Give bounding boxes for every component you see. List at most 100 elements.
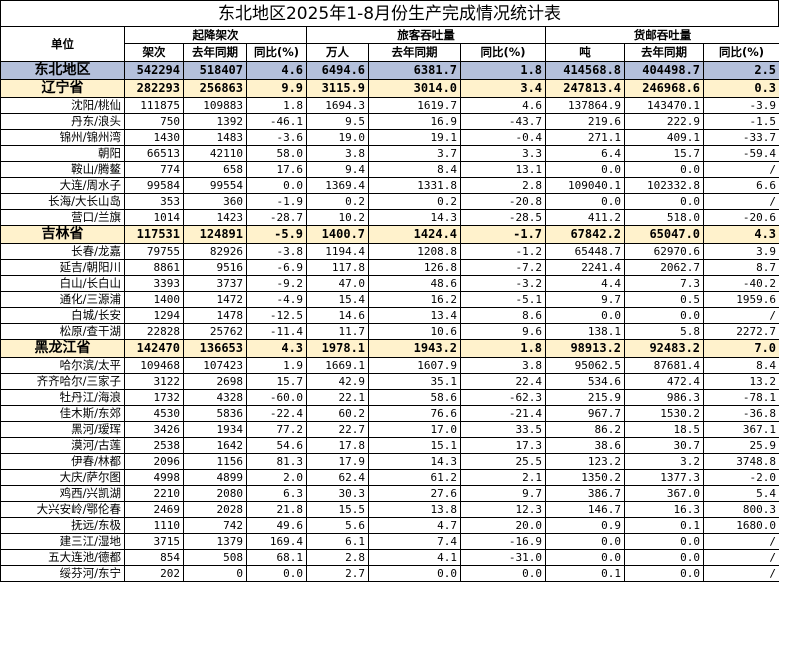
value-cell: 48.6	[368, 275, 462, 292]
unit-name-cell: 绥芬河/东宁	[0, 565, 125, 582]
value-cell: 99554	[183, 177, 247, 194]
header-sub-flights-yoy: 同比(%)	[245, 43, 308, 62]
value-cell: 3748.8	[703, 453, 781, 470]
value-cell: 3115.9	[306, 79, 370, 98]
value-cell: 95062.5	[545, 357, 626, 374]
value-cell: -22.4	[245, 405, 308, 422]
value-cell: 4.4	[545, 275, 626, 292]
value-cell: 4.7	[368, 517, 462, 534]
value-cell: 9516	[183, 259, 247, 276]
table-row: 黑河/瑷珲 3426 1934 77.2 22.7 17.0 33.5 86.2 18.5 367…	[0, 421, 781, 438]
value-cell: 16.9	[368, 113, 462, 130]
value-cell: -1.2	[460, 243, 547, 260]
value-cell: 58.6	[368, 389, 462, 406]
value-cell: -1.5	[703, 113, 781, 130]
value-cell: 2.0	[245, 469, 308, 486]
value-cell: 9.7	[545, 291, 626, 308]
value-cell: 9.5	[306, 113, 370, 130]
table-row: 齐齐哈尔/三家子 3122 2698 15.7 42.9 35.1 22.4 534.6 472…	[0, 373, 781, 390]
value-cell: -62.3	[460, 389, 547, 406]
value-cell: 3.7	[368, 145, 462, 162]
value-cell: -36.8	[703, 405, 781, 422]
unit-name-cell: 朝阳	[0, 145, 125, 162]
value-cell: 3426	[124, 421, 184, 438]
value-cell: 1472	[183, 291, 247, 308]
value-cell: 117.8	[306, 259, 370, 276]
table-row: 抚远/东极 1110 742 49.6 5.6 4.7 20.0 0.9 0.1 1680.0	[0, 517, 781, 534]
value-cell: 3.4	[460, 79, 547, 98]
value-cell: 4998	[124, 469, 184, 486]
value-cell: 142470	[124, 339, 184, 358]
unit-name-cell: 漠河/古莲	[0, 437, 125, 454]
table-row: 大庆/萨尔图 4998 4899 2.0 62.4 61.2 2.1 1350.2 1377.3…	[0, 469, 781, 486]
unit-name-cell: 大兴安岭/鄂伦春	[0, 501, 125, 518]
value-cell: 13.1	[460, 161, 547, 178]
value-cell: 282293	[124, 79, 184, 98]
value-cell: /	[703, 549, 781, 566]
table-row: 鸡西/兴凯湖 2210 2080 6.3 30.3 27.6 9.7 386.7 367.0 5.…	[0, 485, 781, 502]
value-cell: 0.0	[368, 565, 462, 582]
value-cell: -60.0	[245, 389, 308, 406]
value-cell: -0.4	[460, 129, 547, 146]
header-group-passengers: 旅客吞吐量	[306, 26, 547, 44]
value-cell: 65448.7	[545, 243, 626, 260]
value-cell: /	[703, 161, 781, 178]
value-cell: -3.2	[460, 275, 547, 292]
value-cell: 5836	[183, 405, 247, 422]
table-row: 通化/三源浦 1400 1472 -4.9 15.4 16.2 -5.1 9.7 0.5 1959…	[0, 291, 781, 308]
value-cell: 10.6	[368, 323, 462, 340]
value-cell: -31.0	[460, 549, 547, 566]
value-cell: 4.1	[368, 549, 462, 566]
value-cell: 25.9	[703, 437, 781, 454]
value-cell: 0.0	[545, 533, 626, 550]
value-cell: 62.4	[306, 469, 370, 486]
unit-name-cell: 建三江/湿地	[0, 533, 125, 550]
value-cell: -43.7	[460, 113, 547, 130]
value-cell: -59.4	[703, 145, 781, 162]
value-cell: 411.2	[545, 209, 626, 226]
unit-name-cell: 大连/周水子	[0, 177, 125, 194]
province-row: 黑龙江省 142470 136653 4.3 1978.1 1943.2 1.8 98913.…	[0, 339, 781, 358]
value-cell: -20.8	[460, 193, 547, 210]
value-cell: 2.7	[306, 565, 370, 582]
value-cell: 0.0	[624, 549, 705, 566]
value-cell: 7.3	[624, 275, 705, 292]
value-cell: 9.9	[245, 79, 308, 98]
value-cell: -7.2	[460, 259, 547, 276]
value-cell: -16.9	[460, 533, 547, 550]
value-cell: -3.8	[245, 243, 308, 260]
value-cell: -20.6	[703, 209, 781, 226]
value-cell: 27.6	[368, 485, 462, 502]
value-cell: 0.3	[703, 79, 781, 98]
value-cell: 1934	[183, 421, 247, 438]
value-cell: 4899	[183, 469, 247, 486]
value-cell: 1680.0	[703, 517, 781, 534]
statistics-sheet: 东北地区2025年1-8月份生产完成情况统计表 单位 起降架次 旅客吞吐量 货邮…	[0, 0, 781, 582]
value-cell: 5.4	[703, 485, 781, 502]
value-cell: 3.8	[306, 145, 370, 162]
value-cell: 246968.6	[624, 79, 705, 98]
value-cell: 22828	[124, 323, 184, 340]
value-cell: 76.6	[368, 405, 462, 422]
unit-name-cell: 哈尔滨/太平	[0, 357, 125, 374]
unit-name-cell: 松原/查干湖	[0, 323, 125, 340]
value-cell: 750	[124, 113, 184, 130]
value-cell: 854	[124, 549, 184, 566]
value-cell: 518407	[183, 61, 247, 80]
value-cell: 542294	[124, 61, 184, 80]
value-cell: 3.8	[460, 357, 547, 374]
value-cell: 16.2	[368, 291, 462, 308]
unit-name-cell: 佳木斯/东郊	[0, 405, 125, 422]
value-cell: 109040.1	[545, 177, 626, 194]
table-row: 漠河/古莲 2538 1642 54.6 17.8 15.1 17.3 38.6 30.7 25.…	[0, 437, 781, 454]
value-cell: 1424.4	[368, 225, 462, 244]
value-cell: /	[703, 533, 781, 550]
value-cell: 367.0	[624, 485, 705, 502]
value-cell: 4.6	[245, 61, 308, 80]
value-cell: 3.3	[460, 145, 547, 162]
value-cell: 30.3	[306, 485, 370, 502]
value-cell: 67842.2	[545, 225, 626, 244]
value-cell: 21.8	[245, 501, 308, 518]
value-cell: 3122	[124, 373, 184, 390]
value-cell: 1430	[124, 129, 184, 146]
